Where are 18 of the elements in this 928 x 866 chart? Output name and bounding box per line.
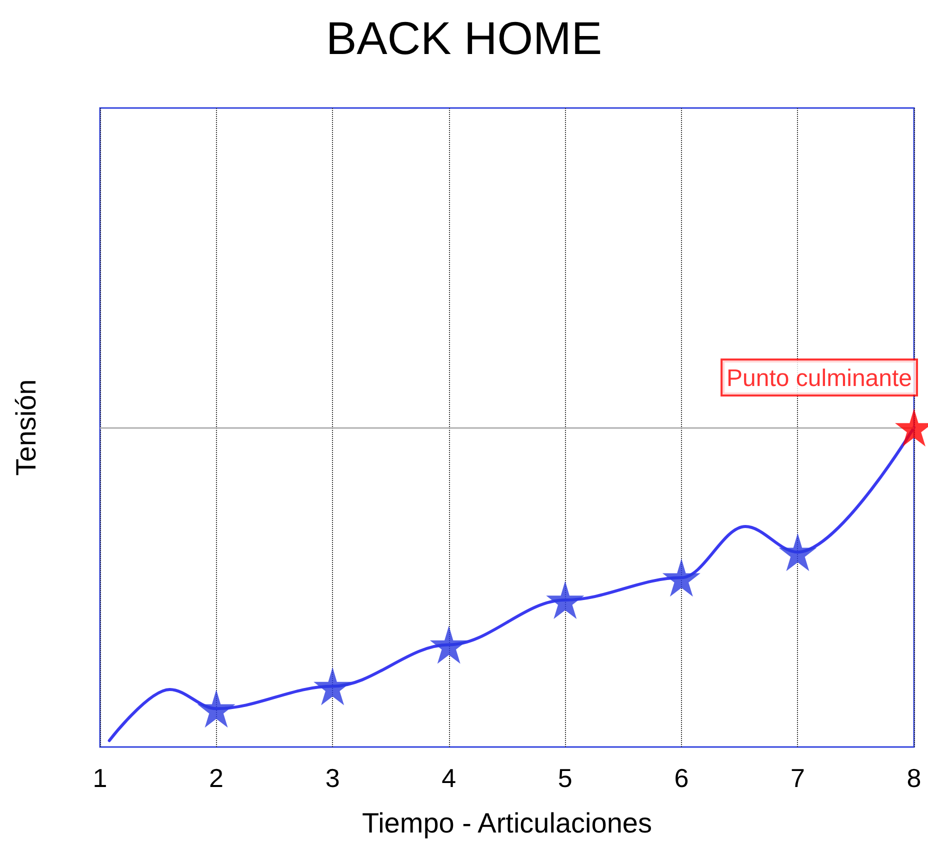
- x-tick-label: 8: [906, 763, 922, 793]
- x-tick-label: 2: [209, 763, 224, 793]
- x-tick-label: 4: [442, 763, 456, 793]
- x-axis-title: Tiempo - Articulaciones: [362, 808, 652, 838]
- x-tick-label: 5: [558, 763, 572, 793]
- x-tick-label: 7: [790, 763, 805, 793]
- point: [314, 667, 352, 706]
- point: [546, 581, 584, 620]
- x-tick-label: 1: [92, 763, 108, 793]
- chart-title: BACK HOME: [326, 12, 602, 64]
- point: [778, 533, 817, 572]
- point: [197, 690, 236, 728]
- point: [662, 558, 700, 597]
- x-tick-label: 6: [674, 763, 689, 793]
- annotation: Punto culminante: [726, 365, 912, 392]
- x-tick-label: 3: [325, 763, 340, 793]
- point: [430, 626, 468, 664]
- y-axis-title: Tensión: [10, 379, 42, 476]
